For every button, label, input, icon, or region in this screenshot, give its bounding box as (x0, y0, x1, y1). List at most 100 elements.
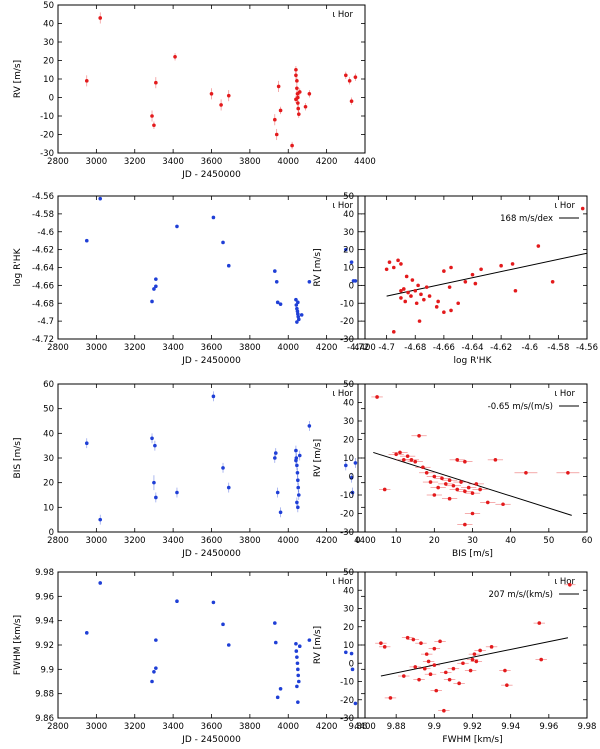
y-tick-label: 9.88 (35, 690, 54, 700)
y-tick-label: 20 (43, 479, 54, 489)
data-point (297, 317, 301, 322)
data-point (347, 77, 352, 85)
point-marker (421, 465, 425, 470)
y-axis-label: RV [m/s] (313, 248, 323, 286)
point-marker (294, 97, 298, 102)
point-marker (226, 93, 231, 98)
data-point (344, 650, 348, 655)
data-point (375, 641, 387, 645)
x-tick-label: 20 (429, 536, 440, 546)
x-tick-label: 4400 (354, 536, 376, 546)
data-point (403, 458, 420, 462)
data-point (275, 487, 280, 498)
x-tick-label: 3200 (124, 157, 146, 167)
point-marker (294, 297, 298, 302)
data-point (295, 77, 299, 85)
data-point (98, 12, 103, 24)
data-point (353, 279, 358, 283)
y-tick-label: 30 (343, 605, 354, 615)
x-tick-label: 4000 (277, 343, 299, 353)
data-point (457, 661, 469, 666)
point-marker (451, 666, 456, 671)
y-tick-label: 10 (343, 264, 354, 274)
point-marker (307, 92, 312, 96)
point-marker (384, 267, 389, 272)
data-point (353, 73, 358, 81)
y-axis-label: RV [m/s] (313, 439, 323, 477)
data-point (472, 487, 488, 492)
data-point (434, 305, 439, 309)
data-point (415, 465, 431, 470)
data-point (221, 240, 225, 245)
point-marker (409, 294, 413, 298)
point-marker (406, 290, 410, 295)
point-marker (175, 224, 179, 229)
data-point (295, 320, 299, 324)
point-marker (424, 652, 429, 656)
data-point (513, 288, 518, 293)
point-marker (211, 215, 216, 220)
data-point (295, 306, 299, 311)
data-point (419, 292, 423, 297)
x-tick-label: 3800 (239, 536, 261, 546)
data-point (411, 434, 427, 438)
point-marker (470, 657, 475, 662)
point-marker (278, 108, 283, 113)
point-marker (275, 490, 280, 495)
x-tick-label: 60 (582, 536, 593, 546)
data-point (514, 471, 538, 475)
data-point (226, 90, 231, 102)
data-point (294, 71, 298, 79)
x-tick-label: 30 (467, 536, 478, 546)
data-point (297, 110, 301, 118)
point-marker (297, 679, 301, 684)
x-tick-label: 3600 (201, 536, 223, 546)
point-marker (353, 461, 358, 465)
point-marker (463, 489, 467, 494)
data-point (154, 492, 158, 503)
y-tick-label: -4.7 (37, 317, 54, 327)
point-marker (536, 244, 541, 248)
point-marker (98, 581, 103, 585)
point-marker (422, 297, 426, 302)
data-point (226, 263, 231, 268)
point-marker (470, 491, 475, 495)
data-point (535, 657, 547, 662)
y-tick-label: -4.58 (32, 210, 54, 220)
y-tick-label: 40 (343, 399, 354, 409)
x-tick-label: 9.9 (428, 722, 442, 732)
point-marker (409, 458, 414, 462)
data-point (154, 77, 158, 89)
data-point (419, 471, 435, 475)
data-point (296, 673, 301, 678)
y-tick-label: -4.56 (32, 192, 54, 202)
point-marker (273, 117, 277, 122)
data-point (296, 667, 300, 672)
point-marker (391, 265, 396, 270)
data-point (219, 99, 223, 111)
x-tick-label: -4.62 (490, 343, 512, 353)
data-point (480, 500, 496, 505)
point-marker (402, 287, 406, 291)
point-marker (505, 683, 509, 687)
point-marker (297, 644, 302, 649)
point-marker (422, 666, 427, 671)
data-point (295, 655, 299, 659)
point-marker (295, 306, 299, 311)
point-marker (209, 92, 214, 96)
y-tick-label: 40 (43, 429, 54, 439)
point-marker (98, 16, 103, 20)
data-point (501, 683, 513, 687)
chart-rv-logr: -4.72 -4.7 -4.68 -4.66 -4.64 -4.62 -4.6 -4.58 -4… (313, 192, 598, 366)
data-point (466, 657, 479, 662)
x-tick-label: 0 (355, 536, 360, 546)
y-tick-label: 0 (49, 94, 54, 104)
point-marker (344, 73, 348, 78)
point-marker (398, 450, 402, 455)
x-tick-label: 2800 (47, 157, 69, 167)
data-point (407, 637, 420, 642)
y-axis-label: RV [m/s] (13, 60, 23, 98)
data-point (403, 299, 408, 304)
data-point (150, 299, 154, 304)
data-point (430, 485, 446, 490)
